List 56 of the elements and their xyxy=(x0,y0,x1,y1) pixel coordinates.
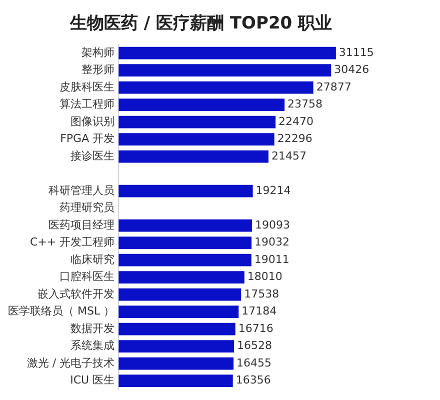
data-label: 16528 xyxy=(237,339,272,352)
data-label: 17538 xyxy=(244,287,280,300)
y-tick-label: 整形师 xyxy=(82,63,115,76)
bar xyxy=(118,116,276,128)
bar xyxy=(118,219,252,232)
y-tick-label: C++ 开发工程师 xyxy=(30,236,115,249)
y-tick-label: FPGA 开发 xyxy=(60,132,115,146)
data-label: 22296 xyxy=(277,132,312,146)
bar xyxy=(118,306,239,318)
bar xyxy=(118,254,252,266)
chart-title: 生物医药 / 医疗薪酬 TOP20 职业 xyxy=(68,14,332,34)
data-label: 19214 xyxy=(256,184,291,197)
data-label: 16716 xyxy=(238,322,274,335)
data-label: 19011 xyxy=(254,252,290,266)
bar xyxy=(118,374,233,387)
data-label: 27877 xyxy=(316,80,352,94)
data-label: 22470 xyxy=(278,114,314,128)
bar xyxy=(118,64,332,76)
bar xyxy=(118,271,244,284)
data-label: 18010 xyxy=(247,270,282,284)
data-label: 17184 xyxy=(242,304,277,318)
data-label: 16455 xyxy=(236,356,272,370)
y-tick-label: 医学联络员（ MSL ） xyxy=(8,304,115,318)
data-label: 16356 xyxy=(236,374,271,387)
bar xyxy=(118,81,314,94)
y-tick-label: 架构师 xyxy=(82,46,115,59)
bar xyxy=(118,322,236,336)
data-label: 30426 xyxy=(334,63,370,76)
y-tick-label: 激光 / 光电子技术 xyxy=(26,356,115,370)
bar xyxy=(118,150,268,163)
y-tick-label: 口腔科医生 xyxy=(60,270,115,284)
y-tick-label: 科研管理人员 xyxy=(48,184,115,197)
y-tick-label: 算法工程师 xyxy=(60,98,115,111)
data-label: 21457 xyxy=(271,149,306,162)
y-tick-label: 临床研究 xyxy=(70,252,115,266)
bar xyxy=(118,46,336,60)
y-tick-label: 系统集成 xyxy=(70,339,115,352)
y-tick-label: 医药项目经理 xyxy=(48,218,115,232)
bar xyxy=(118,133,274,146)
bar xyxy=(118,340,234,352)
y-tick-label: 图像识别 xyxy=(70,114,115,128)
y-tick-label: ICU 医生 xyxy=(70,374,115,387)
bar xyxy=(118,357,234,370)
y-tick-label: 药理研究员 xyxy=(60,201,115,214)
bar xyxy=(118,184,253,198)
data-label: 31115 xyxy=(338,46,374,59)
y-tick-label: 接诊医生 xyxy=(70,149,115,162)
y-tick-label: 皮肤科医生 xyxy=(60,80,115,94)
bar xyxy=(118,236,252,249)
y-tick-label: 数据开发 xyxy=(70,322,115,335)
bar xyxy=(118,98,285,111)
bar xyxy=(118,288,242,301)
data-label: 19032 xyxy=(254,236,290,249)
y-tick-label: 嵌入式软件开发 xyxy=(38,287,115,300)
data-label: 23758 xyxy=(288,98,323,111)
data-label: 19093 xyxy=(254,218,290,232)
